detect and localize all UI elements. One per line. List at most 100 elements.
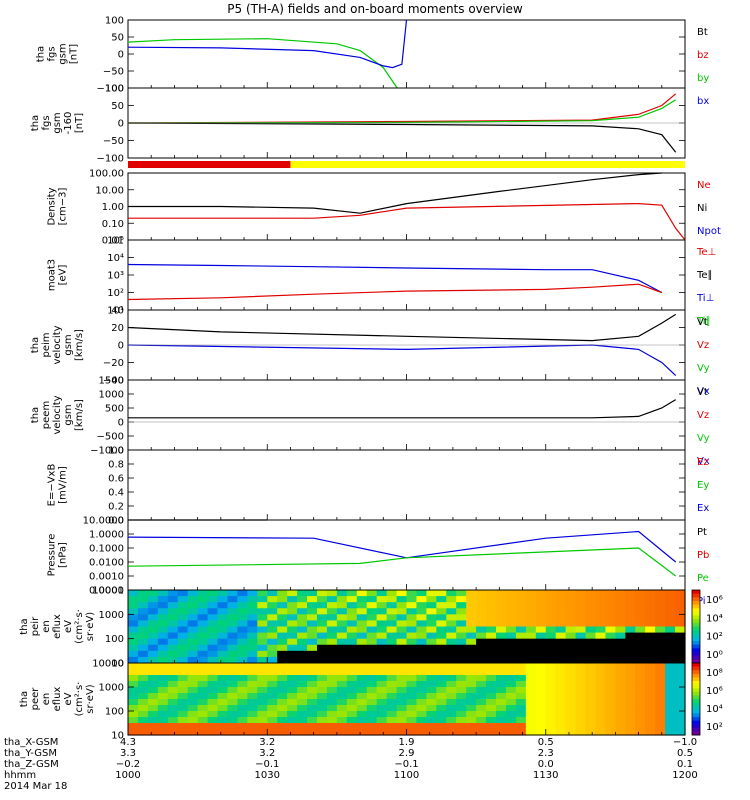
heatmap-cell bbox=[386, 693, 398, 700]
heatmap-cell bbox=[207, 608, 219, 615]
heatmap-cell bbox=[287, 608, 298, 615]
heatmap-cell bbox=[396, 626, 408, 634]
heatmap-cell bbox=[197, 614, 209, 622]
heatmap-cell bbox=[376, 638, 388, 646]
heatmap-cell bbox=[247, 596, 258, 603]
heatmap-cell bbox=[177, 663, 189, 670]
heatmap-cell bbox=[545, 644, 557, 652]
heatmap-cell bbox=[376, 705, 388, 712]
heatmap-cell bbox=[505, 699, 517, 706]
heatmap-cell bbox=[515, 656, 527, 664]
colorbar-cell bbox=[692, 724, 700, 729]
heatmap-cell bbox=[655, 602, 666, 609]
heatmap-cell bbox=[128, 687, 139, 694]
heatmap-cell bbox=[297, 705, 308, 712]
x-axis-value: 3.3 bbox=[120, 748, 136, 759]
heatmap-cell bbox=[326, 602, 338, 609]
heatmap-cell bbox=[456, 614, 467, 622]
heatmap-cell bbox=[197, 705, 209, 712]
colorbar-cell bbox=[692, 633, 700, 638]
heatmap-cell bbox=[346, 650, 358, 658]
heatmap-cell bbox=[237, 717, 248, 724]
heatmap-cell bbox=[366, 632, 378, 640]
heatmap-cell bbox=[247, 644, 258, 652]
heatmap-cell bbox=[476, 663, 487, 670]
heatmap-cell bbox=[555, 656, 567, 664]
legend-Ti⊥: Ti⊥ bbox=[696, 293, 714, 304]
heatmap-cell bbox=[177, 620, 189, 628]
heatmap-cell bbox=[237, 632, 248, 640]
heatmap-cell bbox=[565, 687, 577, 694]
heatmap-cell bbox=[257, 626, 268, 634]
heatmap-cell bbox=[575, 620, 587, 628]
heatmap-cell bbox=[187, 638, 199, 646]
heatmap-cell bbox=[645, 687, 656, 694]
heatmap-cell bbox=[237, 644, 248, 652]
heatmap-cell bbox=[406, 638, 418, 646]
heatmap-cell bbox=[416, 717, 427, 724]
heatmap-cell bbox=[545, 675, 557, 682]
heatmap-cell bbox=[645, 711, 656, 718]
heatmap-cell bbox=[565, 638, 577, 646]
heatmap-cell bbox=[515, 602, 527, 609]
heatmap-cell bbox=[605, 723, 616, 730]
heatmap-cell bbox=[505, 602, 517, 609]
heatmap-cell bbox=[585, 663, 597, 670]
heatmap-cell bbox=[336, 717, 348, 724]
heatmap-cell bbox=[307, 717, 318, 724]
heatmap-cell bbox=[406, 675, 418, 682]
heatmap-cell bbox=[237, 614, 248, 622]
x-axis-value: 0.5 bbox=[677, 748, 693, 759]
colorbar-cell bbox=[692, 663, 700, 668]
heatmap-cell bbox=[565, 596, 577, 603]
y-tick-label: 10000 bbox=[92, 586, 124, 597]
heatmap-cell bbox=[167, 620, 179, 628]
heatmap-cell bbox=[177, 638, 189, 646]
heatmap-cell bbox=[376, 675, 388, 682]
heatmap-cell bbox=[625, 663, 636, 670]
heatmap-cell bbox=[137, 687, 149, 694]
heatmap-cell bbox=[336, 675, 348, 682]
heatmap-cell bbox=[555, 711, 567, 718]
legend-Ni: Ni bbox=[697, 203, 707, 214]
heatmap-cell bbox=[665, 596, 676, 603]
heatmap-cell bbox=[386, 626, 398, 634]
heatmap-cell bbox=[466, 675, 477, 682]
heatmap-cell bbox=[635, 681, 646, 688]
heatmap-cell bbox=[555, 614, 567, 622]
heatmap-cell bbox=[406, 687, 418, 694]
heatmap-cell bbox=[575, 717, 587, 724]
heatmap-cell bbox=[655, 699, 666, 706]
heatmap-cell bbox=[426, 608, 437, 615]
heatmap-cell bbox=[257, 687, 268, 694]
heatmap-cell bbox=[446, 681, 457, 688]
heatmap-cell bbox=[217, 656, 229, 664]
heatmap-cell bbox=[277, 602, 288, 609]
heatmap-cell bbox=[466, 729, 477, 736]
heatmap-cell bbox=[277, 723, 288, 730]
heatmap-cell bbox=[396, 650, 408, 658]
heatmap-cell bbox=[336, 693, 348, 700]
heatmap-cell bbox=[446, 669, 457, 676]
heatmap-cell bbox=[446, 632, 457, 640]
heatmap-cell bbox=[486, 675, 497, 682]
heatmap-cell bbox=[456, 675, 467, 682]
heatmap-cell bbox=[466, 602, 477, 609]
panel-ion_eflux bbox=[127, 589, 686, 664]
heatmap-cell bbox=[287, 705, 298, 712]
heatmap-cell bbox=[565, 681, 577, 688]
y-tick-label: 100 bbox=[105, 16, 124, 27]
heatmap-cell bbox=[316, 644, 328, 652]
heatmap-cell bbox=[595, 638, 607, 646]
heatmap-cell bbox=[187, 687, 199, 694]
heatmap-cell bbox=[366, 723, 378, 730]
heatmap-cell bbox=[217, 602, 229, 609]
heatmap-cell bbox=[187, 608, 199, 615]
heatmap-cell bbox=[535, 717, 547, 724]
y-tick-label: 10.00 bbox=[95, 185, 124, 196]
heatmap-cell bbox=[496, 699, 507, 706]
heatmap-cell bbox=[505, 669, 517, 676]
heatmap-cell bbox=[625, 614, 636, 622]
heatmap-cell bbox=[565, 608, 577, 615]
heatmap-cell bbox=[515, 693, 527, 700]
